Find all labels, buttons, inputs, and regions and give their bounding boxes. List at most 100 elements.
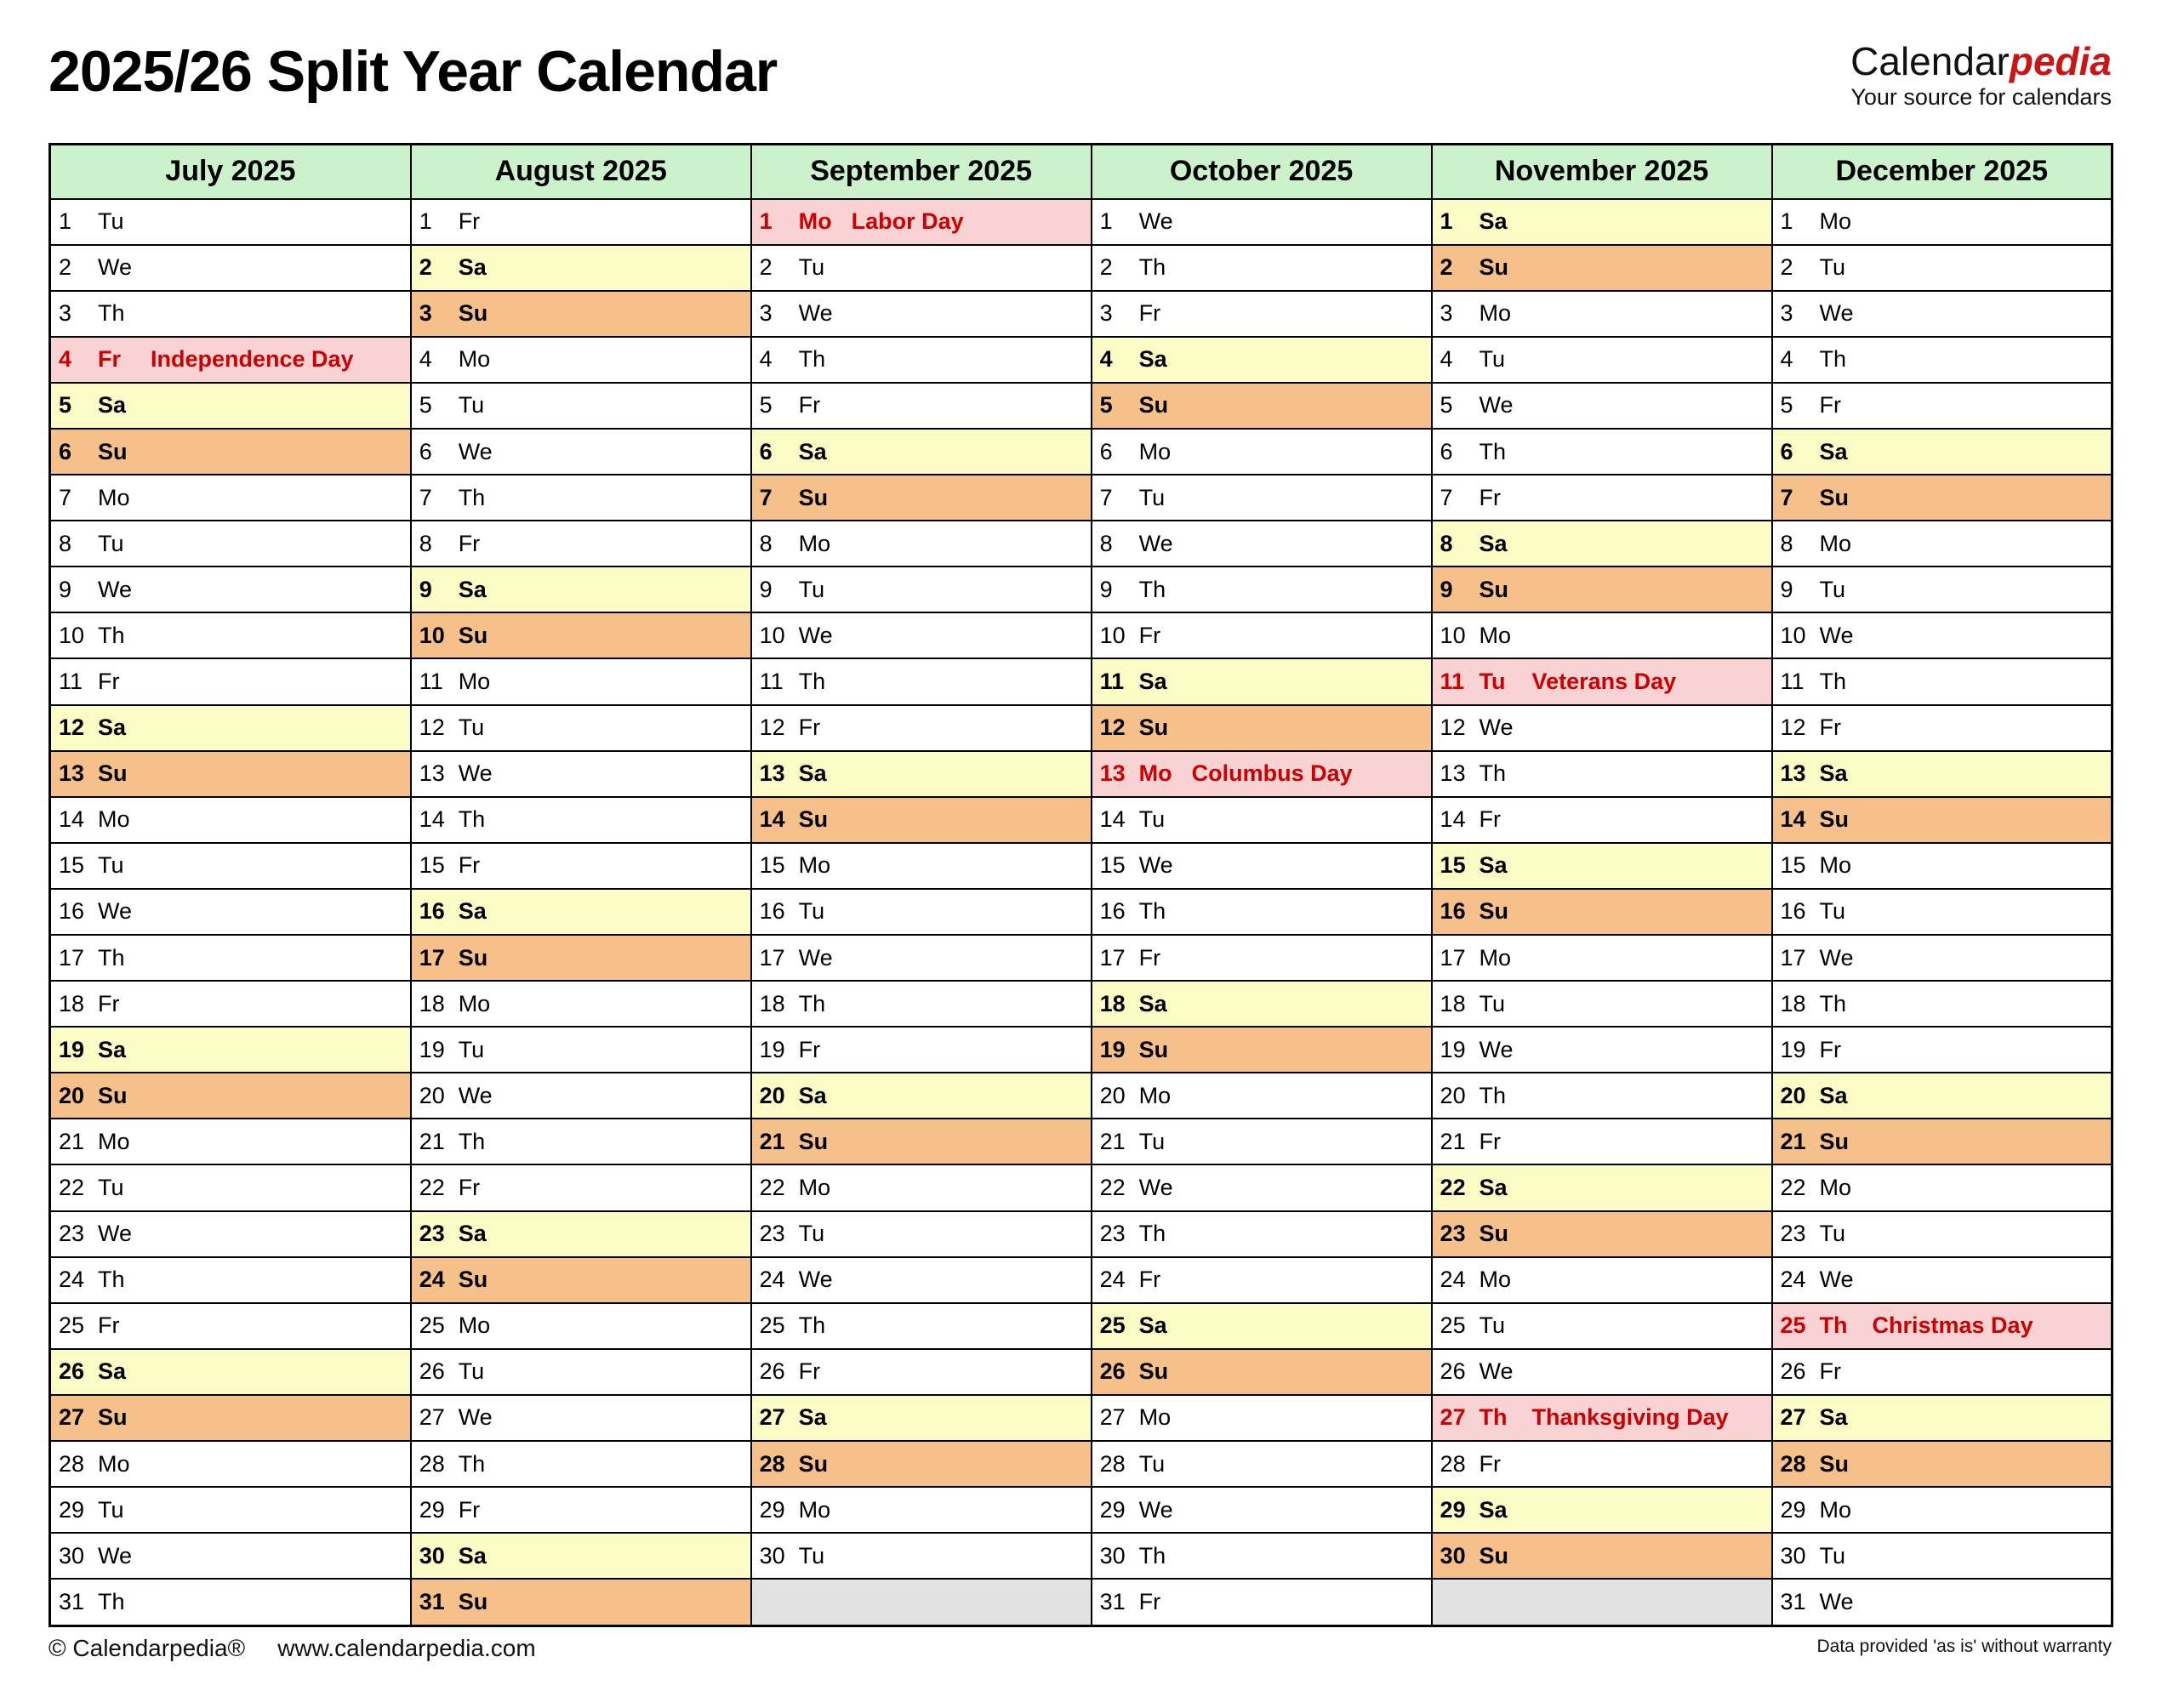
calendar-body: 1 Tu 1 Fr 1 Mo Labor Day 1 We 1 Sa 1 Mo 2 We 2 Sa 2 Tu 2 Th 2… — [48, 197, 2113, 1627]
day-cell: 2 Sa — [409, 243, 752, 292]
day-cell: 11 Mo — [409, 658, 752, 706]
day-cell: 1 Sa — [1430, 197, 1773, 246]
day-number: 26 — [1780, 1358, 1806, 1385]
day-number: 30 — [419, 1542, 445, 1569]
day-number: 31 — [59, 1589, 85, 1615]
holiday-label: Christmas Day — [1872, 1312, 2033, 1339]
day-number: 21 — [419, 1128, 445, 1154]
day-number: 14 — [1440, 806, 1466, 833]
day-number: 27 — [59, 1404, 85, 1431]
holiday-label: Independence Day — [151, 346, 354, 373]
day-weekday: Fr — [1138, 1589, 1161, 1615]
month-header-november: November 2025 — [1430, 143, 1773, 200]
day-weekday: Fr — [1479, 806, 1502, 833]
day-number: 29 — [419, 1496, 445, 1523]
day-cell: 22 Mo — [1770, 1164, 2113, 1212]
day-number: 9 — [1099, 576, 1113, 602]
day-weekday: Su — [1479, 898, 1509, 925]
day-cell: 9 Su — [1430, 566, 1773, 614]
day-number: 8 — [1780, 530, 1793, 556]
day-weekday: Th — [798, 1312, 826, 1339]
day-cell: 13 Mo Columbus Day — [1090, 749, 1433, 798]
day-cell: 7 Th — [409, 474, 752, 522]
day-number: 23 — [759, 1221, 785, 1247]
day-number: 25 — [419, 1312, 445, 1339]
day-weekday: Fr — [798, 1036, 821, 1062]
day-weekday: Sa — [1819, 1082, 1848, 1108]
day-cell: 15 We — [1090, 841, 1433, 890]
day-weekday: Mo — [1138, 438, 1172, 464]
day-number: 26 — [59, 1358, 85, 1385]
day-weekday: Fr — [1479, 1128, 1502, 1154]
day-weekday: Mo — [1819, 208, 1852, 235]
day-cell: 29 Tu — [48, 1486, 412, 1534]
day-weekday: Th — [1479, 1082, 1507, 1108]
day-weekday: Sa — [1819, 760, 1848, 787]
day-cell: 17 Fr — [1090, 933, 1433, 982]
holiday-label: Columbus Day — [1191, 760, 1353, 787]
day-cell: 11 Th — [750, 658, 1092, 706]
day-weekday: Sa — [458, 898, 487, 925]
day-cell: 12 Fr — [750, 703, 1092, 752]
day-cell: 7 Su — [1770, 474, 2113, 522]
day-weekday: Su — [798, 1450, 829, 1477]
calendar-row-15: 15 Tu 15 Fr 15 Mo 15 We 15 Sa 15 Mo — [48, 841, 2113, 890]
day-cell: 15 Sa — [1430, 841, 1773, 890]
day-cell: 23 Tu — [750, 1210, 1092, 1258]
day-weekday: Mo — [458, 668, 491, 694]
day-number: 24 — [1099, 1267, 1126, 1293]
day-cell: 5 Fr — [1770, 381, 2113, 430]
holiday-label: Labor Day — [851, 208, 964, 235]
day-cell: 10 Su — [409, 612, 752, 660]
day-weekday: Fr — [1479, 484, 1502, 510]
day-cell: 12 Fr — [1770, 703, 2113, 752]
day-cell: 15 Mo — [750, 841, 1092, 890]
day-number: 11 — [759, 668, 784, 694]
calendar-table: July 2025 August 2025 September 2025 Oct… — [48, 143, 2113, 1627]
day-weekday: Th — [1138, 254, 1166, 281]
empty-cell — [750, 1578, 1092, 1627]
day-cell: 14 Su — [1770, 795, 2113, 844]
day-number: 4 — [59, 346, 72, 373]
day-cell: 21 Su — [750, 1118, 1092, 1166]
empty-cell — [1430, 1578, 1773, 1627]
day-cell: 10 We — [750, 612, 1092, 660]
day-cell: 28 Su — [1770, 1440, 2113, 1489]
day-weekday: Tu — [458, 715, 485, 741]
day-cell: 30 Tu — [1770, 1532, 2113, 1580]
day-number: 17 — [1780, 944, 1806, 971]
day-number: 2 — [759, 254, 773, 281]
day-cell: 23 We — [48, 1210, 412, 1258]
day-cell: 11 Fr — [48, 658, 412, 706]
calendar-row-9: 9 We 9 Sa 9 Tu 9 Th 9 Su 9 Tu — [48, 566, 2113, 614]
day-weekday: Mo — [1819, 530, 1852, 556]
day-cell: 24 Mo — [1430, 1255, 1773, 1304]
day-number: 6 — [1099, 438, 1113, 464]
day-number: 11 — [1780, 668, 1805, 694]
day-number: 21 — [1440, 1128, 1466, 1154]
day-number: 2 — [1440, 254, 1453, 281]
day-cell: 27 Sa — [750, 1393, 1092, 1443]
day-cell: 19 We — [1430, 1026, 1773, 1074]
day-number: 1 — [1440, 208, 1453, 235]
day-cell: 22 Sa — [1430, 1164, 1773, 1212]
day-weekday: We — [1479, 1358, 1514, 1385]
day-number: 16 — [1440, 898, 1466, 925]
day-number: 21 — [59, 1128, 85, 1154]
day-weekday: Tu — [1479, 668, 1506, 694]
footer-copyright: © Calendarpedia® — [48, 1635, 246, 1661]
calendar-row-4: 4 Fr Independence Day 4 Mo 4 Th 4 Sa 4 Tu 4 Th — [48, 335, 2113, 384]
day-number: 12 — [1099, 715, 1126, 741]
day-cell: 8 Fr — [409, 520, 752, 568]
day-number: 3 — [1780, 300, 1793, 327]
day-number: 24 — [759, 1267, 785, 1293]
day-cell: 14 Mo — [48, 795, 412, 844]
day-weekday: Tu — [1479, 346, 1506, 373]
day-weekday: Fr — [98, 346, 121, 373]
day-weekday: Mo — [798, 1496, 831, 1523]
day-weekday: Fr — [1138, 1267, 1161, 1293]
day-weekday: Su — [98, 760, 128, 787]
day-weekday: We — [1479, 1036, 1514, 1062]
day-weekday: Su — [798, 806, 829, 833]
day-cell: 21 Tu — [1090, 1118, 1433, 1166]
